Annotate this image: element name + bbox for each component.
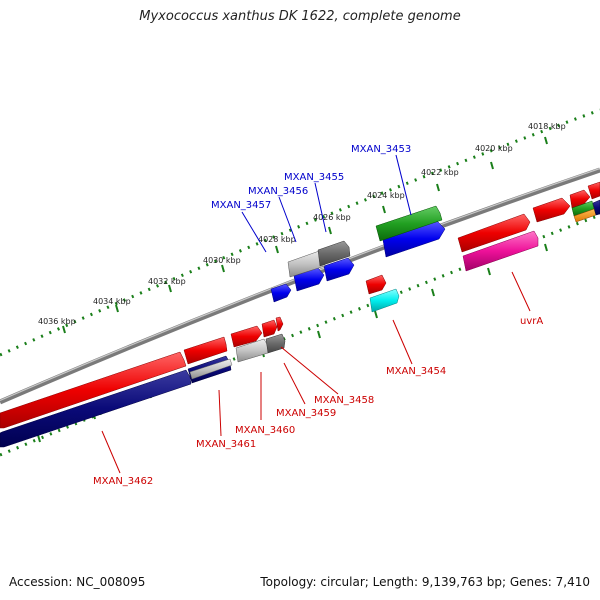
gene-label-mxan-3462: MXAN_3462: [93, 476, 153, 487]
gene-feature-mxan-3457[interactable]: [270, 283, 292, 303]
gene-label-mxan-3459: MXAN_3459: [276, 408, 336, 419]
gene-feature[interactable]: [261, 319, 278, 338]
map-title: Myxococcus xanthus DK 1622, complete gen…: [139, 9, 461, 24]
gene-label-mxan-3456: MXAN_3456: [248, 186, 308, 197]
gene-feature-mxan-3454[interactable]: [369, 288, 400, 313]
gene-label-mxan-3461: MXAN_3461: [196, 439, 256, 450]
gene-label-mxan-3454: MXAN_3454: [386, 366, 446, 377]
scale-label: 4024 kbp: [367, 191, 405, 200]
gene-feature[interactable]: [183, 336, 228, 365]
gene-feature-uvra-pink[interactable]: [462, 230, 539, 272]
scale-label: 4020 kbp: [475, 144, 513, 153]
gene-feature[interactable]: [587, 181, 600, 200]
gene-feature-mxan-3455[interactable]: [323, 257, 355, 282]
gene-feature[interactable]: [569, 189, 591, 209]
gene-feature-mxan-3462[interactable]: [0, 369, 192, 448]
scale-label: 4026 kbp: [313, 213, 351, 222]
gene-label-mxan-3457: MXAN_3457: [211, 200, 271, 211]
scale-label: 4022 kbp: [421, 168, 459, 177]
gene-feature[interactable]: [230, 325, 263, 348]
gene-feature[interactable]: [365, 274, 387, 295]
outer-major-ticks: [62, 136, 548, 334]
gene-feature[interactable]: [532, 197, 571, 223]
gene-label-mxan-3455: MXAN_3455: [284, 172, 344, 183]
scale-label: 4030 kbp: [203, 256, 241, 265]
gene-feature[interactable]: [275, 316, 284, 332]
gene-feature[interactable]: [0, 351, 187, 429]
gene-label-mxan-3458: MXAN_3458: [314, 395, 374, 406]
gene-feature[interactable]: [189, 358, 233, 380]
accession-text: Accession: NC_008095: [9, 575, 146, 589]
leader-lines-reverse: [101, 271, 531, 474]
gene-feature-uvra[interactable]: [457, 213, 531, 253]
gene-feature[interactable]: [375, 205, 443, 242]
leader-lines-forward: [241, 154, 412, 253]
genome-info-text: Topology: circular; Length: 9,139,763 bp…: [260, 575, 590, 589]
scale-label: 4034 kbp: [93, 297, 131, 306]
gene-label-mxan-3460: MXAN_3460: [235, 425, 295, 436]
scale-label: 4018 kbp: [528, 122, 566, 131]
gene-feature-mxan-3459[interactable]: [265, 333, 286, 354]
gene-label-uvra: uvrA: [520, 316, 543, 327]
scale-label: 4028 kbp: [258, 235, 296, 244]
gene-feature[interactable]: [317, 240, 351, 267]
scale-label: 4036 kbp: [38, 317, 76, 326]
scale-label: 4032 kbp: [148, 277, 186, 286]
gene-label-mxan-3453: MXAN_3453: [351, 144, 411, 155]
gene-feature[interactable]: [592, 199, 600, 216]
